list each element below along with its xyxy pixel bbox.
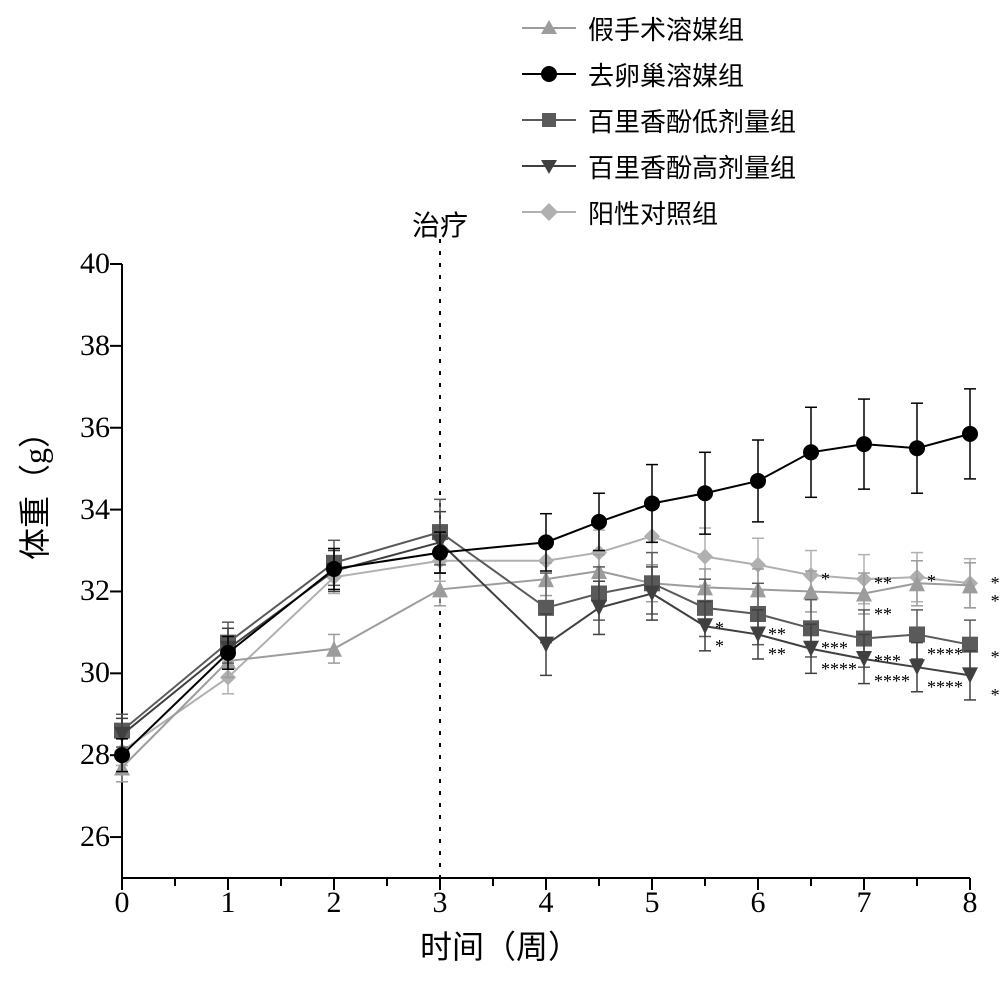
x-tick-label: 1: [221, 886, 236, 920]
significance-label: ****: [927, 681, 963, 693]
legend-label-ovx: 去卵巢溶媒组: [588, 56, 744, 93]
y-tick-label: 40: [50, 247, 110, 281]
legend-item-ovx: 去卵巢溶媒组: [520, 54, 796, 94]
x-tick-label: 5: [645, 886, 660, 920]
chart-svg: [0, 0, 1000, 998]
legend-marker-thyhi: [520, 146, 578, 186]
significance-label: ****: [991, 651, 1000, 663]
legend-marker-sham: [520, 8, 578, 48]
legend-label-thyhi: 百里香酚高剂量组: [588, 148, 796, 185]
x-tick-label: 8: [963, 886, 978, 920]
significance-label: *: [715, 640, 724, 652]
x-tick-label: 4: [539, 886, 554, 920]
significance-label: ****: [874, 675, 910, 687]
figure: 假手术溶媒组 去卵巢溶媒组 百里香酚低剂量组 百里香酚高剂量组 阳性对照组: [0, 0, 1000, 998]
x-tick-label: 3: [433, 886, 448, 920]
significance-label: *: [715, 622, 724, 634]
significance-label: **: [874, 608, 892, 620]
significance-label: ****: [927, 648, 963, 660]
significance-label: ****: [991, 689, 1000, 701]
legend-marker-thylow: [520, 100, 578, 140]
significance-label: **: [991, 595, 1000, 607]
significance-label: ***: [821, 642, 848, 654]
x-tick-label: 0: [115, 886, 130, 920]
significance-label: ****: [821, 663, 857, 675]
y-tick-label: 38: [50, 329, 110, 363]
y-tick-label: 36: [50, 411, 110, 445]
legend-label-thylow: 百里香酚低剂量组: [588, 102, 796, 139]
legend-item-thyhi: 百里香酚高剂量组: [520, 146, 796, 186]
legend-marker-pos: [520, 192, 578, 232]
legend-item-sham: 假手术溶媒组: [520, 8, 796, 48]
x-tick-label: 7: [857, 886, 872, 920]
legend-marker-ovx: [520, 54, 578, 94]
legend-label-sham: 假手术溶媒组: [588, 10, 744, 47]
significance-label: **: [768, 648, 786, 660]
significance-label: *: [927, 575, 936, 587]
x-tick-label: 6: [751, 886, 766, 920]
y-tick-label: 26: [50, 820, 110, 854]
significance-label: *: [821, 573, 830, 585]
significance-label: **: [768, 628, 786, 640]
significance-label: ***: [874, 655, 901, 667]
legend-item-thylow: 百里香酚低剂量组: [520, 100, 796, 140]
significance-label: **: [991, 577, 1000, 589]
y-tick-label: 34: [50, 493, 110, 527]
legend-item-pos: 阳性对照组: [520, 192, 796, 232]
significance-label: **: [874, 577, 892, 589]
y-tick-label: 30: [50, 656, 110, 690]
x-tick-label: 2: [327, 886, 342, 920]
x-axis-label: 时间（周）: [0, 922, 1000, 968]
legend-label-pos: 阳性对照组: [588, 194, 718, 231]
legend: 假手术溶媒组 去卵巢溶媒组 百里香酚低剂量组 百里香酚高剂量组 阳性对照组: [520, 8, 796, 238]
y-tick-label: 28: [50, 738, 110, 772]
y-tick-label: 32: [50, 574, 110, 608]
vline-label: 治疗: [412, 204, 468, 244]
